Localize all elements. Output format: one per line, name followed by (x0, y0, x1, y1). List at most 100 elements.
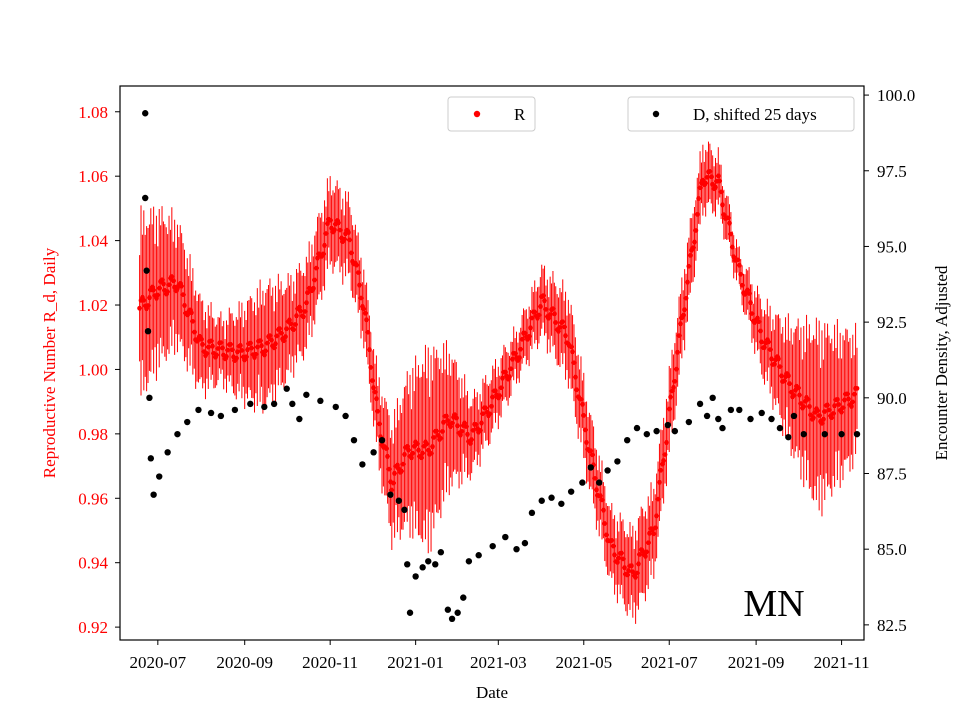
r-point (189, 310, 194, 316)
r-point (637, 552, 643, 557)
r-point (707, 169, 713, 174)
d-point (758, 409, 765, 417)
d-point (838, 430, 845, 438)
r-point (826, 407, 832, 413)
d-point (604, 467, 611, 474)
r-point (284, 326, 290, 332)
r-point (477, 428, 483, 433)
r-point (777, 364, 783, 370)
r-point (825, 402, 830, 408)
legend-r-frame (447, 96, 536, 132)
r-point (629, 563, 634, 569)
d-point (709, 394, 716, 402)
r-point (542, 298, 547, 304)
r-point (697, 185, 703, 191)
r-point (725, 215, 731, 221)
r-point (848, 404, 854, 409)
r-point (480, 411, 486, 417)
r-point (267, 333, 273, 339)
r-point (392, 470, 398, 476)
r-point (400, 461, 406, 467)
d-point (633, 424, 641, 432)
r-point (675, 349, 681, 355)
r-point (781, 378, 787, 384)
r-point (166, 282, 172, 288)
legend-d-marker (652, 110, 660, 118)
r-point (147, 295, 152, 301)
d-point (696, 400, 704, 408)
d-point (283, 385, 290, 392)
x-tick-label: 2021-03 (470, 653, 527, 672)
r-point (467, 441, 473, 446)
r-point (458, 432, 463, 438)
r-point (570, 349, 575, 355)
r-point (225, 347, 231, 353)
d-point (195, 406, 202, 414)
r-point (755, 315, 760, 321)
r-point (368, 365, 374, 370)
r-point (572, 374, 578, 380)
y-left-tick-label: 0.94 (78, 554, 108, 573)
r-point (806, 404, 812, 409)
d-point (768, 415, 775, 423)
d-point (548, 494, 555, 501)
r-point (431, 435, 437, 440)
r-point (502, 369, 508, 375)
r-point (294, 313, 299, 319)
r-point (444, 413, 449, 419)
r-point (610, 543, 616, 549)
r-point (261, 352, 267, 358)
d-point (776, 424, 784, 432)
d-point (736, 406, 743, 414)
y-right-tick-label: 87.5 (877, 464, 907, 483)
r-point (161, 281, 166, 287)
r-point (313, 265, 319, 271)
r-point (347, 237, 353, 243)
r-point (589, 452, 595, 458)
d-point (489, 542, 496, 550)
r-point (249, 345, 255, 351)
r-point (568, 344, 574, 350)
r-point (271, 345, 277, 351)
r-point (729, 244, 735, 250)
r-point (651, 531, 657, 537)
r-point (749, 311, 755, 317)
r-point (322, 242, 327, 248)
x-axis-label: Date (476, 683, 508, 702)
r-point (278, 330, 284, 336)
r-point (834, 397, 840, 402)
r-point (798, 401, 804, 406)
r-point (819, 420, 825, 426)
y-left-tick-label: 1.06 (78, 167, 108, 186)
r-point (383, 446, 389, 452)
r-point (801, 404, 807, 409)
r-point (543, 306, 549, 312)
r-point (836, 402, 842, 407)
r-point (769, 356, 774, 362)
d-point (144, 328, 152, 335)
r-point (561, 324, 567, 330)
d-point (261, 403, 268, 411)
r-point (645, 540, 651, 546)
d-point (378, 436, 386, 444)
r-point (214, 352, 220, 358)
r-point (155, 292, 161, 298)
d-point (587, 464, 594, 471)
d-point (785, 433, 792, 441)
r-point (355, 270, 361, 276)
r-point (425, 447, 431, 453)
d-point (502, 533, 509, 541)
r-point (811, 415, 816, 421)
r-point (766, 339, 772, 345)
d-point (419, 564, 426, 571)
d-point (317, 397, 324, 405)
r-point (553, 320, 559, 325)
d-point (142, 194, 149, 202)
r-point (428, 451, 434, 456)
y-left-tick-label: 1.00 (78, 360, 108, 379)
r-point (612, 552, 617, 558)
r-point (372, 389, 378, 395)
d-point (146, 394, 153, 402)
r-point (418, 455, 424, 461)
d-point (164, 449, 171, 456)
